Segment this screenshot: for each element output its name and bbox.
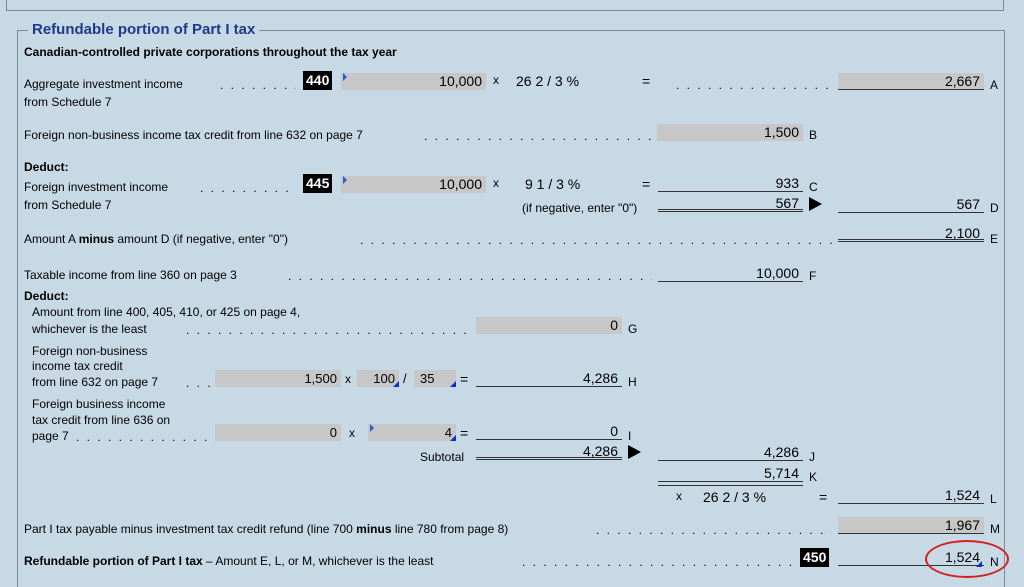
amount-k-field: 5,714 xyxy=(658,465,803,482)
field-corner-icon xyxy=(450,435,456,441)
amount-j-field: 4,286 xyxy=(658,444,803,461)
input-marker-icon xyxy=(343,73,347,81)
row-i-label-2: tax credit from line 636 on xyxy=(32,413,171,427)
subtotal-field: 4,286 xyxy=(476,443,622,460)
divide-sign: / xyxy=(403,371,407,386)
leader-dots: . . . . . . . . . . xyxy=(220,78,296,92)
field-corner-icon xyxy=(450,381,456,387)
leader-dots: . . . . . . . . . . . . . . . . . . . . … xyxy=(676,78,832,92)
factor-4-field[interactable]: 4 xyxy=(368,424,456,441)
deduct-label-2: Deduct: xyxy=(24,289,69,303)
letter-b: B xyxy=(809,128,818,142)
equals-sign: = xyxy=(642,73,651,89)
letter-c: C xyxy=(809,180,818,194)
section-subtitle: Canadian-controlled private corporations… xyxy=(24,45,397,59)
row-f-label: Taxable income from line 360 on page 3 xyxy=(24,268,237,282)
rate-9-1-3: 9 1 / 3 % xyxy=(525,176,581,192)
letter-f: F xyxy=(809,269,817,283)
amount-i-field: 0 xyxy=(476,423,622,440)
row-g-label-2: whichever is the least xyxy=(32,322,147,336)
section-title: Refundable portion of Part I tax xyxy=(28,21,260,38)
amount-h-field: 4,286 xyxy=(476,370,622,387)
letter-l: L xyxy=(990,492,997,506)
leader-dots: . . . . . . . . . . . . . . . . . xyxy=(76,430,210,444)
subtotal-d-field: 567 xyxy=(658,195,803,212)
rate-26-2-3: 26 2 / 3 % xyxy=(703,489,767,505)
numerator-100-field[interactable]: 100 xyxy=(357,370,399,387)
letter-i: I xyxy=(628,429,632,443)
row-m-label: Part I tax payable minus investment tax … xyxy=(24,522,509,536)
previous-section-frame xyxy=(6,0,1004,11)
field-corner-icon xyxy=(393,381,399,387)
multiply-sign: x xyxy=(345,372,351,386)
input-marker-icon xyxy=(343,176,347,184)
equals-sign: = xyxy=(460,425,469,441)
letter-k: K xyxy=(809,470,818,484)
amount-m-field: 1,967 xyxy=(838,517,984,534)
aggregate-investment-income-input[interactable]: 10,000 xyxy=(341,73,486,90)
letter-h: H xyxy=(628,375,637,389)
line-code-440: 440 xyxy=(303,71,333,90)
row-h-label-1: Foreign non-business xyxy=(32,344,148,358)
amount-a-field: 2,667 xyxy=(838,73,984,90)
if-negative-note: (if negative, enter "0") xyxy=(522,201,638,215)
row-h-label-2: income tax credit xyxy=(32,359,123,373)
amount-c-field: 933 xyxy=(658,175,803,192)
subtotal-label: Subtotal xyxy=(420,450,465,464)
multiply-sign: x xyxy=(493,176,499,190)
leader-dots: . . . . . . . . . . . . . . . . . . . . … xyxy=(596,523,832,537)
total-rule xyxy=(658,485,803,486)
amount-e-field: 2,100 xyxy=(838,225,984,242)
row-i-label-1: Foreign business income xyxy=(32,397,166,411)
letter-m: M xyxy=(990,522,1000,536)
denominator-35-field[interactable]: 35 xyxy=(414,370,456,387)
line-code-445: 445 xyxy=(303,174,333,193)
foreign-non-business-credit-input[interactable]: 1,500 xyxy=(215,370,341,387)
leader-dots: . . . . . . . . . . . . . . . . . . . . … xyxy=(522,555,794,569)
multiply-sign: x xyxy=(676,489,682,503)
amount-l-field: 1,524 xyxy=(838,487,984,504)
letter-e: E xyxy=(990,232,999,246)
highlight-circle xyxy=(925,540,1009,578)
equals-sign: = xyxy=(819,489,828,505)
row-e-label: Amount A minus amount D (if negative, en… xyxy=(24,232,288,246)
row-i-label-3: page 7 xyxy=(32,429,69,443)
letter-j: J xyxy=(809,450,815,464)
section-frame xyxy=(17,30,1005,587)
rate-26-2-3: 26 2 / 3 % xyxy=(516,73,580,89)
row-h-label-3: from line 632 on page 7 xyxy=(32,375,159,389)
leader-dots: . . . . . . . . . . . . . . . . . . . . … xyxy=(424,129,652,143)
row-g-label-1: Amount from line 400, 405, 410, or 425 o… xyxy=(32,305,301,319)
equals-sign: = xyxy=(642,176,651,192)
row-a-label-1: Aggregate investment income xyxy=(24,77,183,91)
arrow-right-icon xyxy=(628,445,641,459)
amount-f-field: 10,000 xyxy=(658,265,803,282)
row-a-label-2: from Schedule 7 xyxy=(24,95,112,109)
row-b-label: Foreign non-business income tax credit f… xyxy=(24,128,363,142)
leader-dots: . . . . . . . . . . . . . . . . . . . . … xyxy=(360,233,832,247)
input-marker-icon xyxy=(370,424,374,432)
row-n-label: Refundable portion of Part I tax – Amoun… xyxy=(24,554,434,568)
amount-d-field: 567 xyxy=(838,196,984,213)
letter-g: G xyxy=(628,322,638,336)
letter-a: A xyxy=(990,78,999,92)
line-code-450: 450 xyxy=(800,548,830,567)
leader-dots: . . . . . . . . . . . . . . . . . . . . … xyxy=(186,323,470,337)
multiply-sign: x xyxy=(493,73,499,87)
arrow-right-icon xyxy=(809,197,822,211)
multiply-sign: x xyxy=(349,426,355,440)
amount-g-field: 0 xyxy=(476,317,622,334)
row-c-label-1: Foreign investment income xyxy=(24,180,169,194)
letter-d: D xyxy=(990,201,999,215)
leader-dots: . . . . . . . . . . . . . . . . . . . . … xyxy=(288,269,652,283)
row-c-label-2: from Schedule 7 xyxy=(24,198,112,212)
equals-sign: = xyxy=(460,371,469,387)
leader-dots: . . . xyxy=(186,376,213,390)
leader-dots: . . . . . . . . . . . . . xyxy=(200,181,296,195)
amount-b-field: 1,500 xyxy=(657,124,803,141)
foreign-investment-income-input[interactable]: 10,000 xyxy=(341,176,486,193)
deduct-label-1: Deduct: xyxy=(24,160,69,174)
foreign-business-credit-input[interactable]: 0 xyxy=(215,424,341,441)
